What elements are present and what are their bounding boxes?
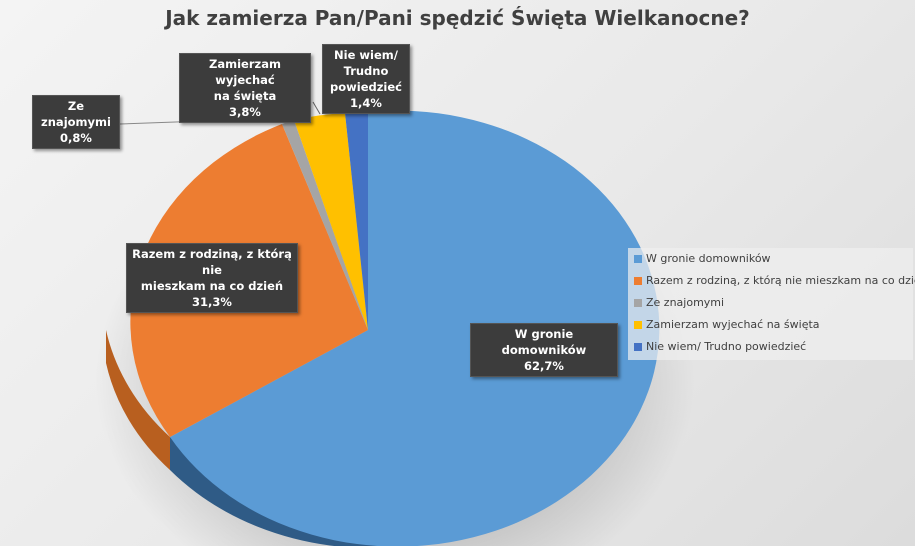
data-label-wyjazd: Zamierzam wyjechać na święta 3,8% — [179, 53, 311, 123]
chart-title: Jak zamierza Pan/Pani spędzić Święta Wie… — [165, 6, 750, 30]
legend-item: Zamierzam wyjechać na święta — [634, 318, 820, 331]
legend-label: Razem z rodziną, z którą nie mieszkam na… — [646, 274, 915, 287]
label-value: 31,3% — [192, 295, 232, 309]
label-text: mieszkam na co dzień — [140, 279, 284, 293]
slice-domownicy[interactable] — [170, 110, 660, 546]
legend-item: W gronie domowników — [634, 252, 771, 265]
legend-swatch-icon — [634, 320, 642, 329]
legend-label: W gronie domowników — [646, 252, 771, 265]
data-label-znajomi: Ze znajomymi 0,8% — [32, 95, 120, 149]
data-label-niewiem: Nie wiem/ Trudno powiedzieć 1,4% — [322, 44, 410, 114]
slice-wyjazd[interactable] — [294, 113, 368, 330]
slice-niewiem[interactable] — [345, 112, 368, 330]
label-text: Ze znajomymi — [41, 99, 111, 129]
slice-znajomi[interactable] — [282, 120, 368, 330]
leader-line-wyjazd — [312, 101, 321, 115]
slice-side-rodzina — [106, 330, 170, 470]
label-value: 1,4% — [350, 96, 382, 110]
legend-swatch-icon — [634, 276, 642, 285]
label-text: Zamierzam wyjechać — [209, 57, 281, 87]
legend-label: Ze znajomymi — [646, 296, 725, 309]
chart-legend: W gronie domowników Razem z rodziną, z k… — [628, 248, 915, 360]
legend-swatch-icon — [634, 342, 642, 351]
data-label-domownicy: W gronie domowników 62,7% — [470, 323, 618, 377]
legend-label: Zamierzam wyjechać na święta — [646, 318, 820, 331]
label-text: powiedzieć — [330, 80, 402, 94]
legend-item: Ze znajomymi — [634, 296, 724, 309]
label-text: Razem z rodziną, z którą nie — [132, 247, 292, 277]
legend-label: Nie wiem/ Trudno powiedzieć — [646, 340, 807, 353]
label-text: W gronie domowników — [501, 327, 587, 357]
label-text: na święta — [213, 89, 277, 103]
legend-swatch-icon — [634, 254, 642, 263]
legend-swatch-icon — [634, 298, 642, 307]
data-label-rodzina: Razem z rodziną, z którą nie mieszkam na… — [126, 243, 298, 313]
legend-item: Nie wiem/ Trudno powiedzieć — [634, 340, 806, 353]
label-value: 0,8% — [60, 131, 92, 145]
label-value: 62,7% — [524, 359, 564, 373]
legend-item: Razem z rodziną, z którą nie mieszkam na… — [634, 274, 915, 287]
label-value: 3,8% — [229, 105, 261, 119]
label-text: Nie wiem/ Trudno — [334, 48, 398, 78]
